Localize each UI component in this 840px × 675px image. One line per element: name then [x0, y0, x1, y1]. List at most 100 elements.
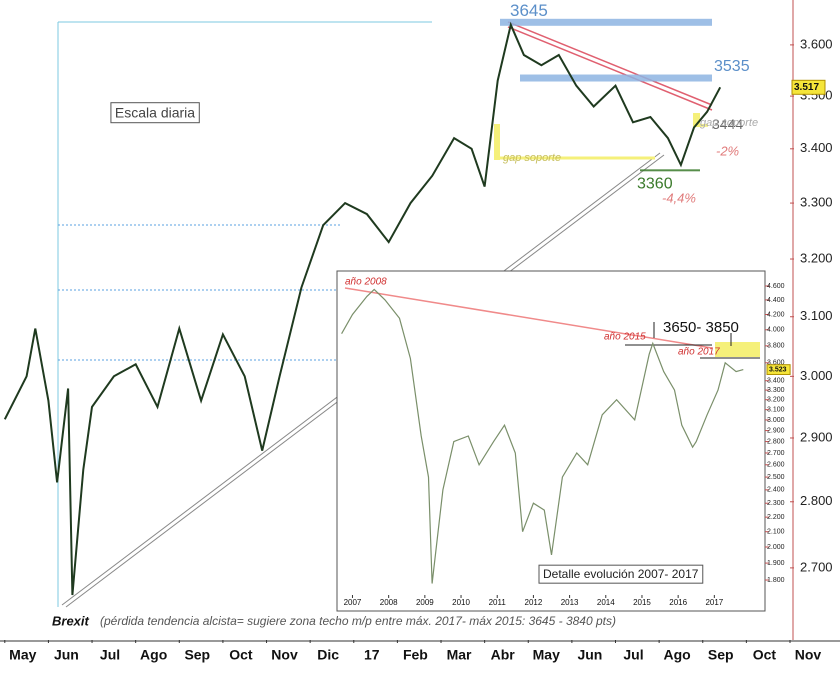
- level-label: 3535: [714, 58, 750, 75]
- x-tick-label: Sep: [184, 647, 210, 663]
- y-tick-label: 2.400: [767, 487, 785, 494]
- y-tick-label: 3.000: [767, 417, 785, 424]
- last-price-label: 3.517: [794, 82, 819, 93]
- x-tick-label: Jul: [623, 647, 643, 663]
- last-price-marker: [766, 364, 791, 375]
- x-tick-label: May: [533, 647, 560, 663]
- x-tick-label: Abr: [491, 647, 516, 663]
- y-tick-label: 3.200: [800, 250, 833, 265]
- annotation: -2%: [716, 143, 739, 158]
- x-tick-label: 2016: [669, 598, 687, 607]
- x-tick-label: Oct: [753, 647, 777, 663]
- x-tick-label: 2013: [561, 598, 579, 607]
- y-tick-label: 3.600: [800, 36, 833, 51]
- x-tick-label: Jul: [100, 647, 120, 663]
- level-band: [640, 169, 700, 172]
- trend-line: [507, 21, 713, 106]
- x-tick-label: Oct: [229, 647, 253, 663]
- y-tick-label: 3.400: [800, 140, 833, 155]
- x-tick-label: 2012: [525, 598, 543, 607]
- annotation: Brexit: [52, 613, 90, 628]
- level-band: [520, 74, 712, 82]
- x-tick-label: 2014: [597, 598, 615, 607]
- annotation: año 2017: [678, 347, 720, 358]
- level-label: 3444: [712, 116, 743, 132]
- y-tick-label: 4.400: [767, 297, 785, 304]
- x-tick-label: 2007: [344, 598, 362, 607]
- inset-chart: 1.800 1.900 2.000 2.100 2.200 2.300 2.400 2.500…: [341, 277, 791, 607]
- annotation: gap soporte: [503, 152, 561, 164]
- y-tick-label: 3.100: [767, 407, 785, 414]
- y-tick-label: 3.800: [767, 343, 785, 350]
- x-tick-label: May: [9, 647, 36, 663]
- x-tick-label: Mar: [447, 647, 472, 663]
- y-tick-label: 3.200: [767, 397, 785, 404]
- x-tick-label: 17: [364, 647, 380, 663]
- last-price-label: 3.523: [769, 366, 787, 373]
- x-tick-label: 2010: [452, 598, 470, 607]
- trend-line: [507, 26, 713, 111]
- annotation: -4,4%: [662, 190, 696, 205]
- y-tick-label: 2.000: [767, 544, 785, 551]
- y-tick-label: 2.700: [767, 450, 785, 457]
- y-tick-label: 1.900: [767, 560, 785, 567]
- level-label: 3645: [510, 1, 548, 20]
- target-zone: [715, 342, 760, 357]
- annotation: año 2015: [604, 332, 646, 343]
- y-tick-label: 3.600: [767, 360, 785, 367]
- annotation-box: [110, 102, 200, 124]
- gap-box: [693, 113, 700, 127]
- price-line: [341, 288, 744, 584]
- y-tick-label: 2.900: [767, 427, 785, 434]
- x-tick-label: 2008: [380, 598, 398, 607]
- trend-line: [344, 287, 713, 349]
- x-tick-label: Sep: [708, 647, 734, 663]
- y-tick-label: 3.300: [767, 387, 785, 394]
- y-tick-label: 2.800: [767, 438, 785, 445]
- level-label: 3360: [637, 176, 673, 193]
- level-band: [500, 18, 712, 26]
- x-tick-label: Jun: [577, 647, 602, 663]
- y-tick-label: 4.200: [767, 311, 785, 318]
- y-tick-label: 2.200: [767, 514, 785, 521]
- x-tick-label: Ago: [664, 647, 691, 663]
- annotation: gap soporte: [700, 117, 758, 129]
- annotation-box: [538, 564, 704, 584]
- x-tick-label: Feb: [403, 647, 428, 663]
- annotation: 3650- 3850: [663, 319, 739, 336]
- price-line: [3, 21, 722, 596]
- annotation: año 2008: [345, 277, 387, 288]
- y-tick-label: 3.400: [767, 378, 785, 385]
- y-tick-label: 2.800: [800, 493, 833, 508]
- x-tick-label: Nov: [271, 647, 298, 663]
- annotation: Escala diaria: [115, 105, 195, 121]
- annotation: Detalle evolución 2007- 2017: [543, 567, 699, 581]
- level-band: [695, 123, 708, 127]
- gap-box: [494, 124, 500, 160]
- x-tick-label: Dic: [317, 647, 339, 663]
- x-tick-label: 2017: [705, 598, 723, 607]
- y-tick-label: 4.600: [767, 283, 785, 290]
- y-tick-label: 2.300: [767, 500, 785, 507]
- y-tick-label: 2.900: [800, 429, 833, 444]
- y-tick-label: 2.500: [767, 474, 785, 481]
- x-tick-label: 2009: [416, 598, 434, 607]
- x-tick-label: 2015: [633, 598, 651, 607]
- annotation: (pérdida tendencia alcista= sugiere zona…: [100, 614, 616, 628]
- main-chart: 2.700 2.800 2.900 3.000 3.100 3.200 3.300 3.400…: [3, 1, 833, 663]
- y-tick-label: 1.800: [767, 577, 785, 584]
- x-tick-label: Jun: [54, 647, 79, 663]
- x-tick-label: Ago: [140, 647, 167, 663]
- y-tick-label: 4.000: [767, 327, 785, 334]
- x-tick-label: 2011: [489, 598, 507, 607]
- y-tick-label: 2.700: [800, 559, 833, 574]
- y-tick-label: 3.300: [800, 195, 833, 210]
- y-tick-label: 3.000: [800, 368, 833, 383]
- last-price-marker: [791, 79, 826, 95]
- y-tick-label: 3.100: [800, 308, 833, 323]
- x-tick-label: Nov: [795, 647, 822, 663]
- y-tick-label: 2.100: [767, 529, 785, 536]
- y-tick-label: 2.600: [767, 462, 785, 469]
